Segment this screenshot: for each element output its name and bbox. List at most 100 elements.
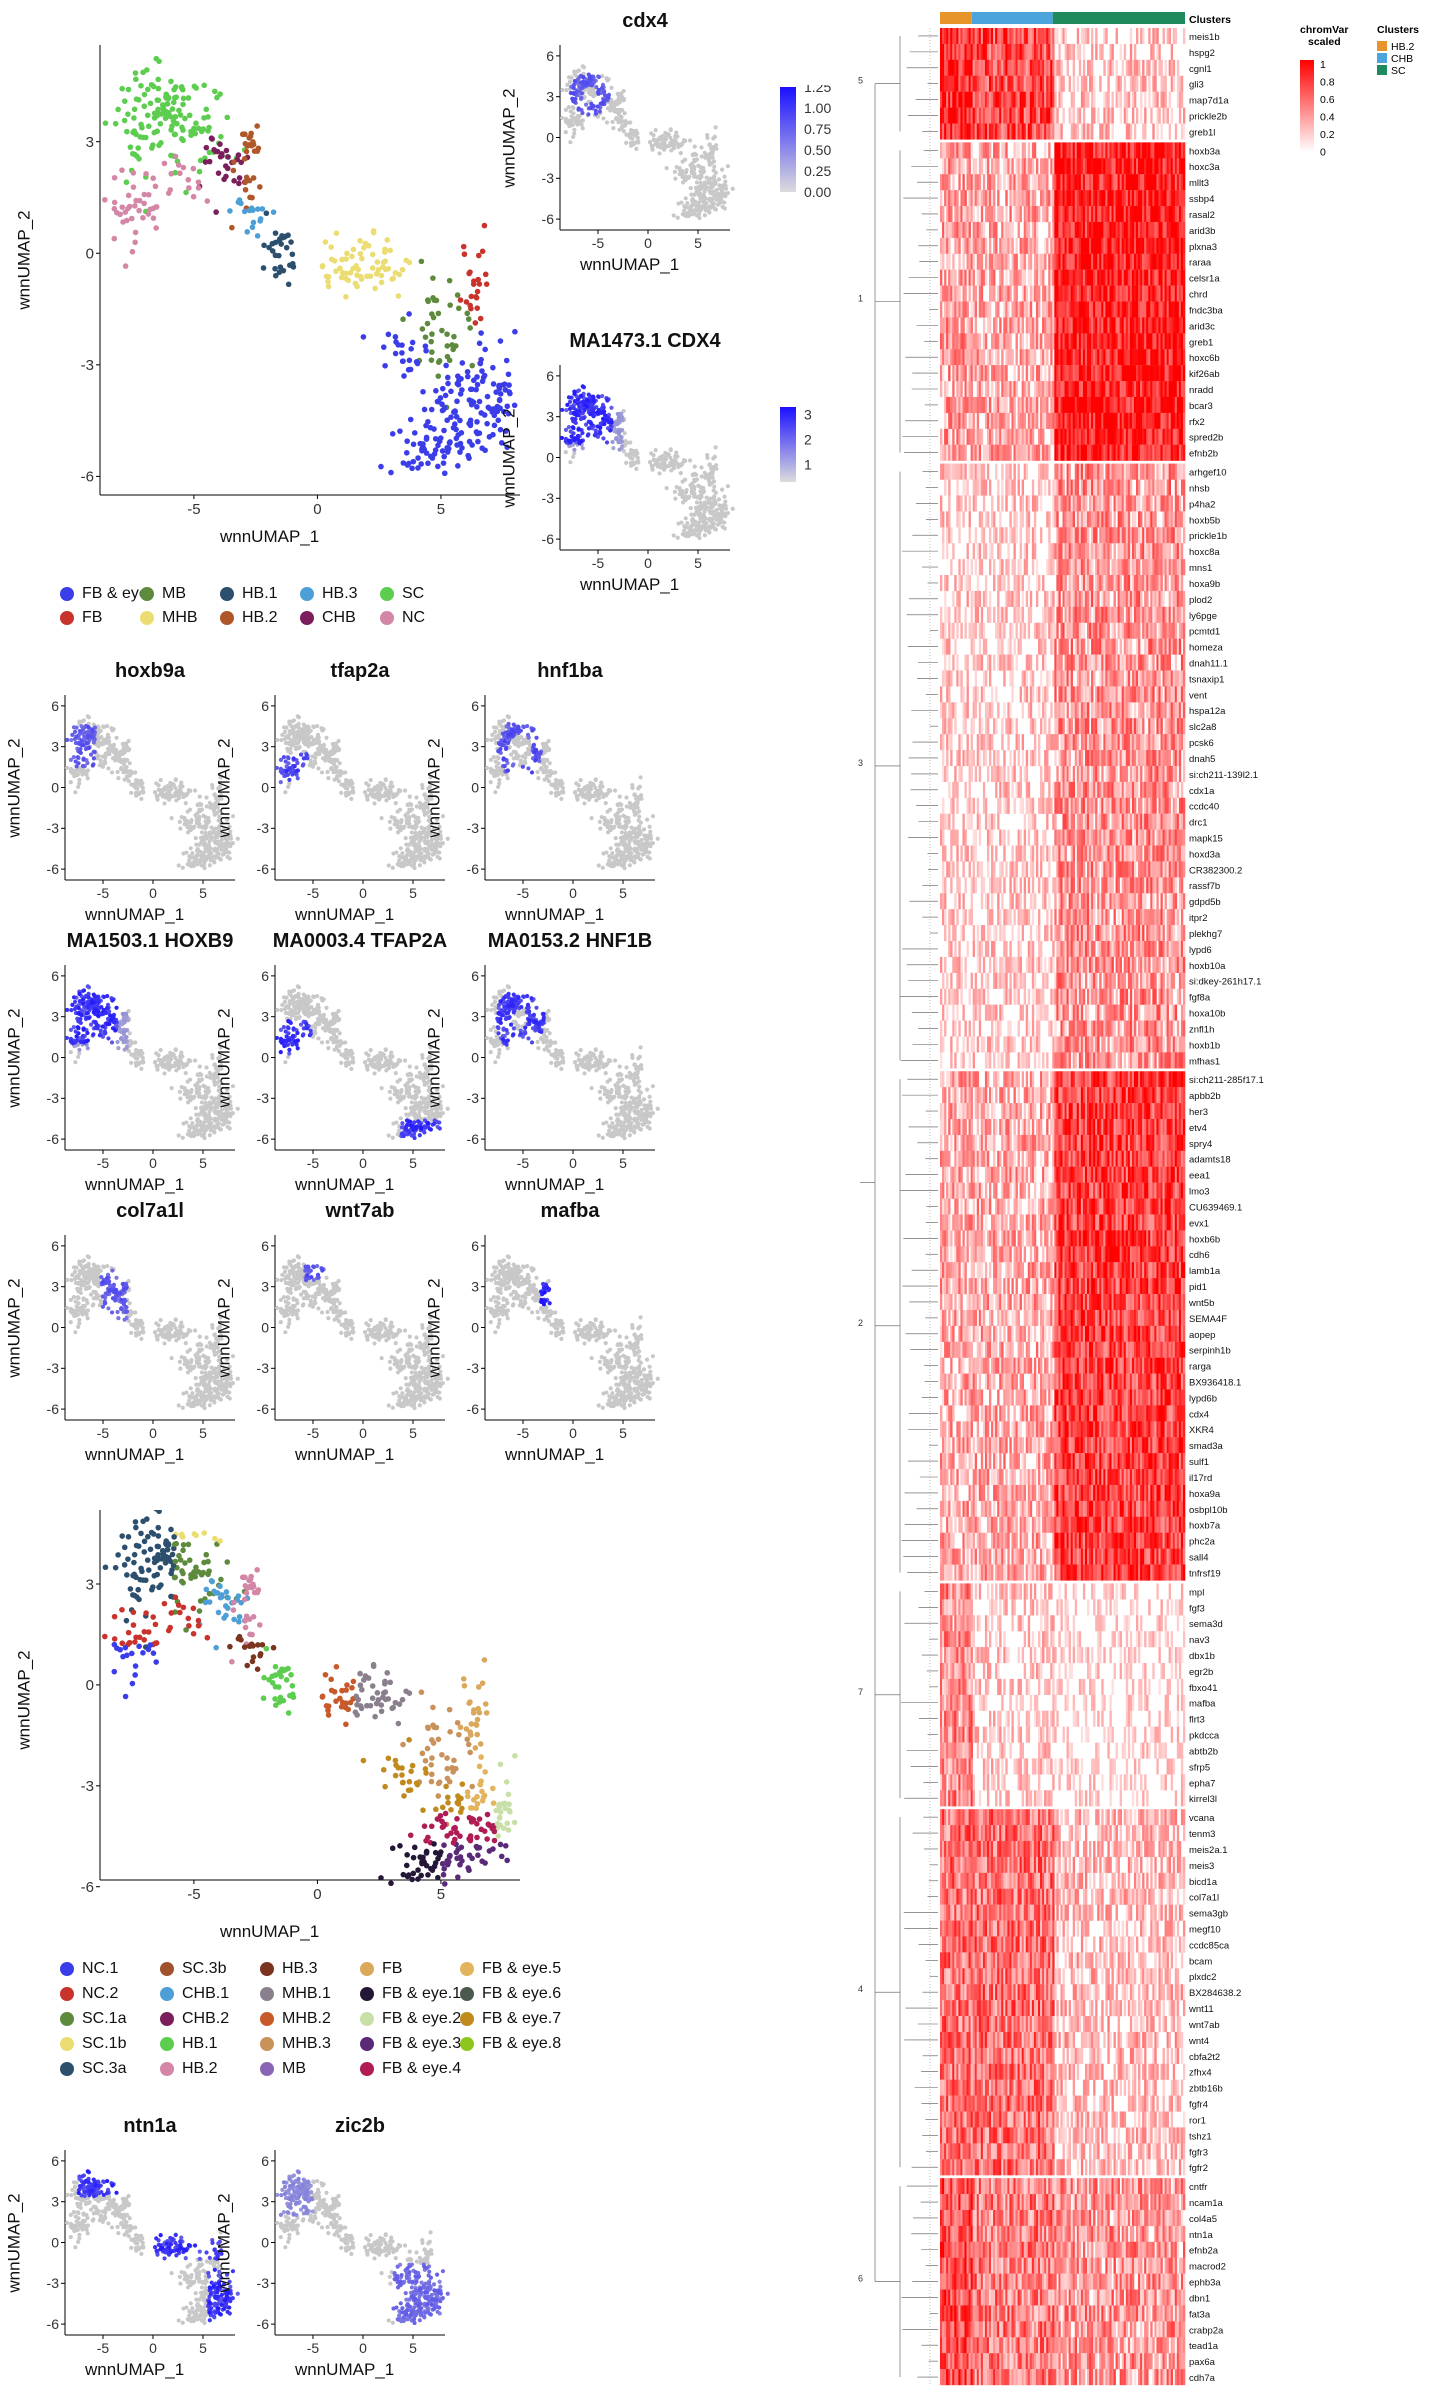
y-tick-label: 0: [471, 779, 479, 795]
umap-point: [235, 152, 242, 158]
feature-point: [287, 781, 292, 786]
feature-point: [217, 824, 222, 829]
feature-point: [571, 111, 576, 116]
feature-point: [291, 988, 297, 993]
feature-point: [719, 487, 725, 492]
feature-point: [712, 206, 717, 211]
feature-point: [707, 189, 712, 194]
feature-point: [634, 448, 639, 453]
feature-point: [197, 1094, 202, 1099]
feature-point: [386, 863, 391, 868]
feature-point: [84, 1011, 90, 1016]
x-tick-label: -5: [517, 885, 530, 901]
feature-point: [630, 142, 635, 147]
feature-point: [722, 206, 727, 211]
umap-point: [154, 109, 161, 116]
x-tick-label: 0: [359, 885, 367, 901]
feature-point: [614, 842, 619, 847]
feature-point: [698, 176, 703, 181]
feature-point: [429, 847, 434, 852]
umap-point: [141, 91, 148, 98]
feature-point: [673, 496, 678, 501]
feature-point: [608, 820, 614, 825]
feature-point: [286, 740, 291, 745]
umap-point: [459, 445, 465, 451]
feature-point: [616, 100, 621, 106]
feature-point: [605, 398, 610, 403]
feature-point: [600, 865, 605, 870]
feature-point: [121, 745, 126, 750]
feature-point: [225, 849, 230, 855]
feature-point: [197, 814, 202, 820]
x-tick-label: 5: [409, 885, 417, 901]
feature-point: [692, 512, 697, 517]
feature-point: [330, 1011, 335, 1017]
feature-point: [714, 197, 719, 202]
feature-point: [617, 842, 622, 847]
umap-point: [357, 273, 364, 280]
feature-point: [189, 861, 194, 866]
feature-point: [730, 506, 735, 511]
feature-point: [323, 753, 329, 758]
feature-point: [287, 777, 292, 782]
umap-point: [387, 247, 394, 254]
feature-point: [725, 511, 730, 516]
umap-point: [435, 310, 442, 317]
feature-point: [197, 842, 202, 847]
feature-point: [725, 164, 731, 169]
feature-point: [383, 1055, 388, 1061]
feature-point: [616, 415, 621, 420]
feature-point: [80, 743, 85, 748]
feature-point: [315, 1005, 320, 1011]
feature-point: [319, 1017, 324, 1022]
feature-point: [682, 498, 688, 503]
feature-point: [428, 775, 433, 780]
feature-point: [202, 865, 207, 871]
feature-point: [215, 1117, 220, 1122]
feature-point: [78, 750, 83, 756]
y-tick-label: -6: [542, 211, 555, 227]
feature-point: [697, 200, 702, 205]
feature-point: [620, 854, 625, 859]
y-tick-label: 6: [51, 698, 59, 714]
feature-point: [177, 1089, 182, 1094]
feature-point: [431, 843, 436, 848]
umap-point: [436, 438, 443, 445]
feature-point: [387, 819, 392, 824]
feature-point: [653, 448, 658, 453]
feature-point: [682, 204, 687, 209]
feature-point: [77, 999, 82, 1004]
feature-point: [536, 776, 541, 781]
feature-point: [364, 1051, 369, 1056]
feature-point: [183, 801, 188, 806]
feature-point: [70, 1002, 75, 1008]
umap-point: [357, 237, 363, 244]
umap-point: [138, 82, 144, 89]
y-tick-label: -6: [257, 1131, 270, 1147]
feature-point: [122, 1038, 127, 1044]
feature-point: [208, 854, 214, 860]
feature-point: [209, 1095, 214, 1100]
feature-point: [629, 825, 634, 830]
y-tick-label: 0: [51, 1049, 59, 1065]
umap-point: [129, 215, 135, 222]
feature-point: [609, 85, 614, 90]
feature-point: [716, 521, 722, 526]
feature-point: [95, 1004, 100, 1010]
colorbar-tick: 0.75: [804, 121, 831, 137]
feature-point: [212, 1124, 217, 1129]
feature-point: [608, 846, 613, 851]
umap-point: [243, 148, 250, 155]
feature-point: [393, 1071, 398, 1076]
umap-point: [272, 252, 279, 259]
umap-point: [490, 364, 496, 371]
feature-point: [434, 846, 439, 851]
umap-point: [469, 386, 475, 393]
feature-point: [568, 460, 573, 465]
feature-point: [226, 835, 232, 840]
feature-point: [698, 496, 703, 501]
feature-point: [575, 117, 580, 122]
legend-label: HB.1: [242, 585, 278, 603]
feature-point: [154, 1051, 159, 1056]
feature-point: [282, 736, 288, 742]
